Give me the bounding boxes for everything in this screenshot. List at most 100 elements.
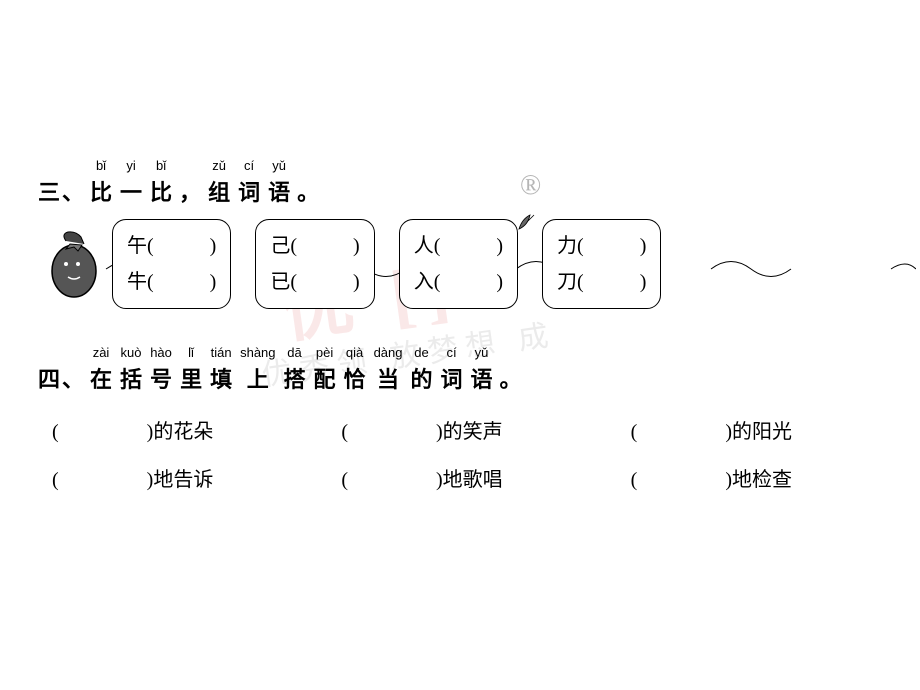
hanzi: 搭 bbox=[284, 362, 306, 394]
title-char: yǔ语 bbox=[471, 345, 493, 394]
paren-open: ( bbox=[52, 456, 59, 504]
hanzi: 上 bbox=[247, 362, 269, 394]
fill-item: ()的阳光 bbox=[631, 408, 920, 456]
box-connector bbox=[375, 263, 393, 265]
char: 力 bbox=[557, 228, 577, 264]
fill-item: ()地检查 bbox=[631, 456, 920, 504]
fill-in-blanks: ()的花朵()的笑声()的阳光 ()地告诉()地歌唱()地检查 bbox=[38, 408, 920, 504]
title-char: tián 填 bbox=[210, 345, 232, 394]
word-row-top: 力() bbox=[557, 228, 646, 264]
eggplant-icon bbox=[46, 229, 106, 299]
suffix-text: 的笑声 bbox=[443, 408, 503, 456]
section4-number: 四、 bbox=[38, 362, 86, 394]
pinyin: dā bbox=[287, 345, 301, 360]
title-char: yi 一 bbox=[120, 158, 142, 207]
paren-open: ( bbox=[147, 264, 154, 300]
hanzi: 填 bbox=[210, 362, 232, 394]
paren-open: ( bbox=[52, 408, 59, 456]
char: 午 bbox=[127, 228, 147, 264]
word-row-top: 己() bbox=[270, 228, 359, 264]
word-pair-box: 人()入() bbox=[399, 219, 518, 309]
hanzi: 语 bbox=[471, 362, 493, 394]
hanzi: 号 bbox=[150, 362, 172, 394]
box-connector bbox=[231, 263, 249, 265]
comma: ， bbox=[179, 175, 201, 207]
pinyin: lǐ bbox=[188, 345, 194, 360]
section4-title: 四、 zài在kuò括hào号lǐ里tián填shàng上dā搭pèi配qià恰… bbox=[38, 345, 920, 394]
title-char: cí词 bbox=[441, 345, 463, 394]
suffix-text: 地歌唱 bbox=[443, 456, 503, 504]
pinyin: hào bbox=[150, 345, 172, 360]
title-char: bǐ比 bbox=[90, 158, 112, 207]
word-row-bottom: 刀() bbox=[557, 264, 646, 300]
paren-open: ( bbox=[577, 264, 584, 300]
fill-row-1: ()的花朵()的笑声()的阳光 bbox=[52, 408, 920, 456]
title-char: zǔ组 bbox=[208, 158, 230, 207]
char: 己 bbox=[270, 228, 290, 264]
paren-close: ) bbox=[436, 456, 443, 504]
paren-close: ) bbox=[496, 228, 503, 264]
paren-close: ) bbox=[210, 264, 217, 300]
title-char: zài在 bbox=[90, 345, 112, 394]
hanzi: 比 bbox=[150, 175, 172, 207]
pinyin: de bbox=[414, 345, 428, 360]
hanzi: 当 bbox=[377, 362, 399, 394]
word-pair-box: 力()刀() bbox=[542, 219, 661, 309]
title-char: dā 搭 bbox=[284, 345, 306, 394]
paren-open: ( bbox=[290, 228, 297, 264]
paren-close: ) bbox=[640, 228, 647, 264]
paren-open: ( bbox=[631, 456, 638, 504]
title-char: dàng当 bbox=[374, 345, 403, 394]
title-char: pèi配 bbox=[314, 345, 336, 394]
pinyin: yi bbox=[126, 158, 135, 173]
pinyin: cí bbox=[244, 158, 254, 173]
char: 入 bbox=[414, 264, 434, 300]
hanzi: 恰 bbox=[344, 362, 366, 394]
paren-close: ) bbox=[725, 456, 732, 504]
hanzi: 一 bbox=[120, 175, 142, 207]
char: 刀 bbox=[557, 264, 577, 300]
title-char: de的 bbox=[410, 345, 432, 394]
word-pair-box: 己()已() bbox=[255, 219, 374, 309]
paren-open: ( bbox=[434, 228, 441, 264]
title-char: hào 号 bbox=[150, 345, 172, 394]
paren-close: ) bbox=[353, 228, 360, 264]
word-row-top: 人() bbox=[414, 228, 503, 264]
word-row-bottom: 已() bbox=[270, 264, 359, 300]
paren-open: ( bbox=[434, 264, 441, 300]
fill-row-2: ()地告诉()地歌唱()地检查 bbox=[52, 456, 920, 504]
paren-open: ( bbox=[631, 408, 638, 456]
section3-title: 三、 bǐ比yi一bǐ比 ， zǔ组cí词yǔ语 。 bbox=[38, 158, 920, 207]
box-connector bbox=[518, 263, 536, 265]
paren-open: ( bbox=[577, 228, 584, 264]
paren-close: ) bbox=[436, 408, 443, 456]
hanzi: 语 bbox=[268, 175, 290, 207]
pinyin: shàng bbox=[240, 345, 275, 360]
fill-item: ()的花朵 bbox=[52, 408, 341, 456]
paren-close: ) bbox=[147, 456, 154, 504]
exercise3-boxes: 午()牛()己()已()人()入()力()刀() bbox=[46, 219, 920, 309]
hanzi: 词 bbox=[238, 175, 260, 207]
title-char: bǐ比 bbox=[150, 158, 172, 207]
pinyin: tián bbox=[211, 345, 232, 360]
char: 人 bbox=[414, 228, 434, 264]
section3-number: 三、 bbox=[38, 175, 86, 207]
paren-open: ( bbox=[147, 228, 154, 264]
paren-close: ) bbox=[353, 264, 360, 300]
pinyin: qià bbox=[346, 345, 363, 360]
worksheet-content: 三、 bǐ比yi一bǐ比 ， zǔ组cí词yǔ语 。 午()牛()己()已()人… bbox=[0, 0, 920, 504]
pinyin: zài bbox=[93, 345, 110, 360]
leaf-icon bbox=[516, 211, 538, 233]
hanzi: 里 bbox=[180, 362, 202, 394]
word-row-top: 午() bbox=[127, 228, 216, 264]
word-pair-box: 午()牛() bbox=[112, 219, 231, 309]
hanzi: 配 bbox=[314, 362, 336, 394]
fill-item: ()地歌唱 bbox=[341, 456, 630, 504]
title-char: lǐ 里 bbox=[180, 345, 202, 394]
hanzi: 词 bbox=[441, 362, 463, 394]
word-row-bottom: 入() bbox=[414, 264, 503, 300]
paren-close: ) bbox=[496, 264, 503, 300]
suffix-text: 的阳光 bbox=[732, 408, 792, 456]
hanzi: 括 bbox=[120, 362, 142, 394]
paren-open: ( bbox=[341, 456, 348, 504]
